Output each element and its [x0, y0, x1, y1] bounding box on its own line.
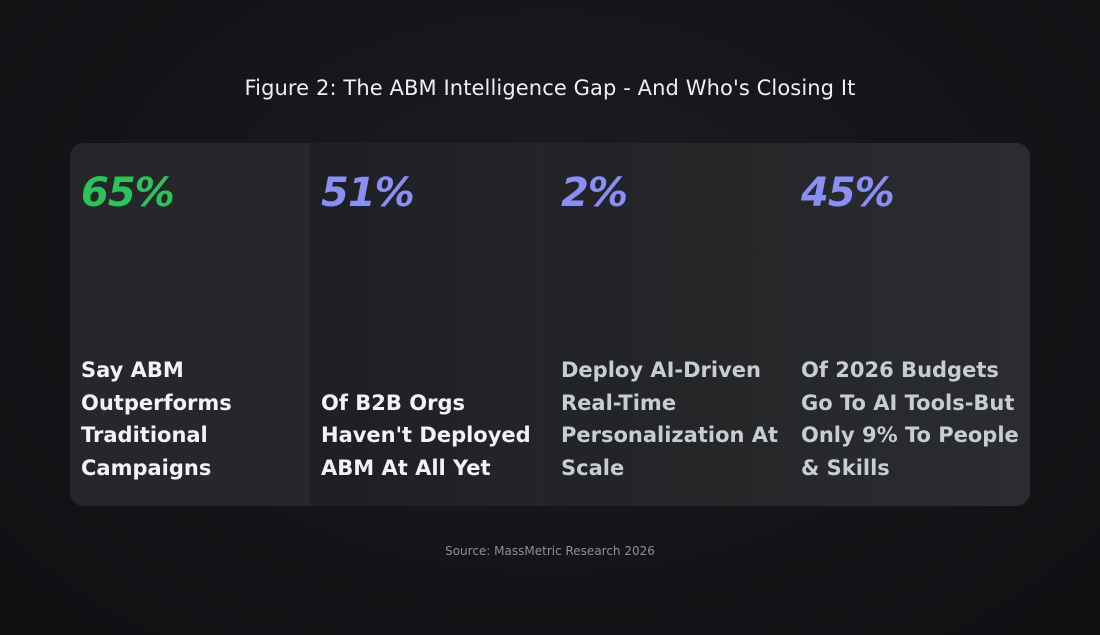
stat-card-4: 45% Of 2026 Budgets Go To AI Tools-But O…: [790, 143, 1030, 506]
stat-label-2: Of B2B Orgs Haven't Deployed ABM At All …: [321, 390, 531, 480]
stat-card-1: 65% Say ABM Outperforms Traditional Camp…: [70, 143, 310, 506]
stat-value-3: 2%: [561, 170, 628, 216]
stat-label-4: Of 2026 Budgets Go To AI Tools-But Only …: [801, 358, 1019, 480]
stat-label-3: Deploy AI-Driven Real-Time Personalizati…: [561, 358, 779, 480]
stat-label-1: Say ABM Outperforms Traditional Campaign…: [81, 358, 232, 480]
stat-value-4: 45%: [801, 170, 895, 216]
figure-title: Figure 2: The ABM Intelligence Gap - And…: [244, 76, 856, 100]
stat-value-2: 51%: [321, 170, 415, 216]
stat-card-3: 2% Deploy AI-Driven Real-Time Personaliz…: [550, 143, 790, 506]
stat-value-1: 65%: [81, 170, 175, 216]
stats-panel: 65% Say ABM Outperforms Traditional Camp…: [70, 143, 1030, 506]
stat-card-2: 51% Of B2B Orgs Haven't Deployed ABM At …: [310, 143, 550, 506]
source-note: Source: MassMetric Research 2026: [445, 544, 655, 558]
